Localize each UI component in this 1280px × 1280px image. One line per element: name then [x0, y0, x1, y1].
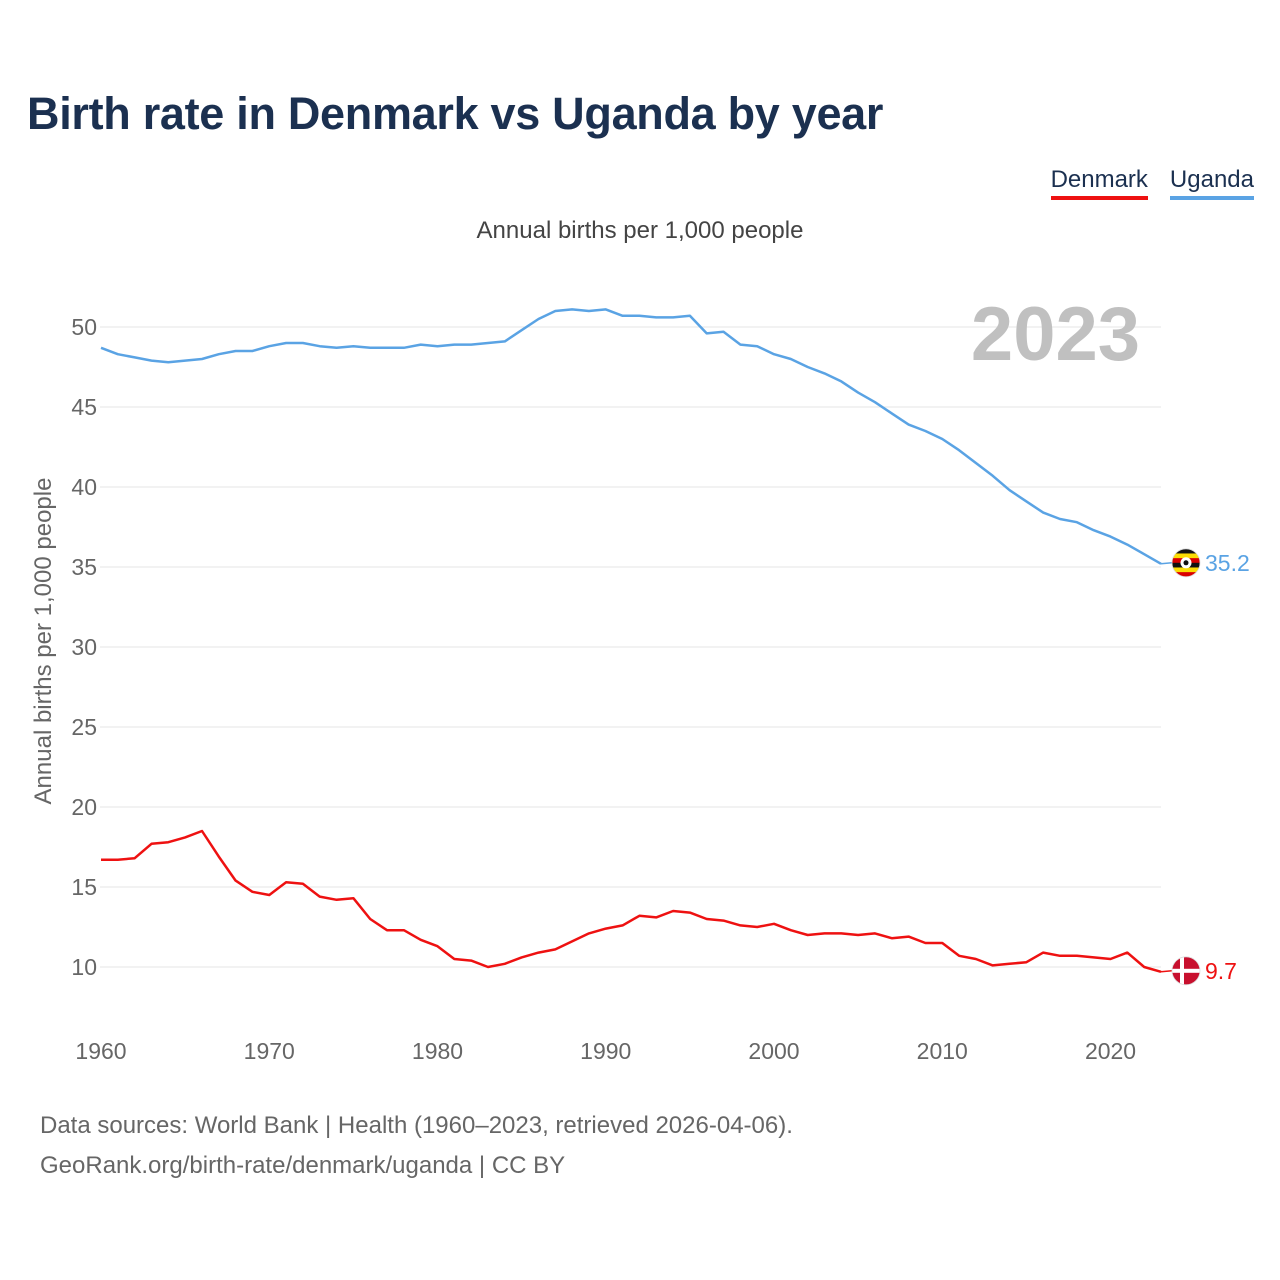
footer: Data sources: World Bank | Health (1960–… — [40, 1106, 793, 1186]
flag-uganda-icon — [1172, 548, 1200, 577]
series-line-uganda[interactable] — [100, 308, 1162, 565]
y-tick-label: 30 — [71, 634, 97, 660]
footer-source: Data sources: World Bank | Health (1960–… — [40, 1112, 793, 1139]
legend-item-uganda[interactable]: Uganda — [1169, 166, 1254, 200]
x-tick-label: 1990 — [580, 1038, 631, 1064]
y-tick-label: 20 — [71, 794, 97, 820]
flag-denmark-icon — [1172, 956, 1200, 985]
x-tick-label: 1960 — [75, 1038, 126, 1064]
x-tick-label: 1980 — [412, 1038, 463, 1064]
y-tick-label: 45 — [71, 394, 97, 420]
chart-subtitle: Annual births per 1,000 people — [476, 217, 804, 244]
footer-url[interactable]: GeoRank.org/birth-rate/denmark/uganda | … — [40, 1152, 566, 1179]
end-value-label-denmark: 9.7 — [1205, 958, 1237, 984]
chart-title: Birth rate in Denmark vs Uganda by year — [27, 88, 884, 139]
y-tick-label: 50 — [71, 314, 97, 340]
end-markers: 35.2 9.7 — [1160, 548, 1250, 986]
gridlines — [100, 326, 1161, 968]
y-axis-ticks: 10 15 20 25 30 35 40 45 50 — [71, 314, 97, 980]
y-tick-label: 15 — [71, 874, 97, 900]
y-tick-label: 35 — [71, 554, 97, 580]
end-connector — [1160, 970, 1173, 973]
y-tick-label: 10 — [71, 954, 97, 980]
current-year-label: 2023 — [971, 292, 1140, 377]
x-axis-ticks: 1960 1970 1980 1990 2000 2010 2020 — [75, 1038, 1136, 1064]
series-line-denmark[interactable] — [101, 829, 1162, 974]
end-connector — [1160, 562, 1173, 565]
y-tick-label: 40 — [71, 474, 97, 500]
x-tick-label: 2020 — [1085, 1038, 1136, 1064]
y-tick-label: 25 — [71, 714, 97, 740]
legend: Denmark Uganda — [1050, 166, 1254, 200]
y-axis-label: Annual births per 1,000 people — [30, 478, 57, 805]
series-lines — [100, 308, 1162, 974]
end-value-label-uganda: 35.2 — [1205, 550, 1250, 576]
x-tick-label: 1970 — [244, 1038, 295, 1064]
x-tick-label: 2000 — [748, 1038, 799, 1064]
legend-item-denmark[interactable]: Denmark — [1050, 166, 1148, 200]
x-tick-label: 2010 — [917, 1038, 968, 1064]
